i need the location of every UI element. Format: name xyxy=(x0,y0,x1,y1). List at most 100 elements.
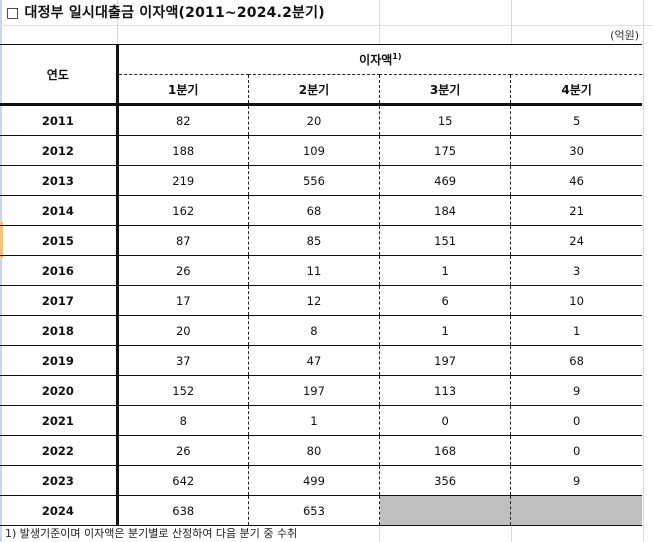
value-cell: 17 xyxy=(117,285,249,316)
table-row: 2018 20 8 1 1 xyxy=(0,315,642,346)
value-cell: 26 xyxy=(117,435,249,466)
year-cell: 2014 xyxy=(0,195,119,226)
year-cell: 2024 xyxy=(0,495,119,526)
value-cell: 5 xyxy=(510,104,642,136)
value-cell: 109 xyxy=(247,135,380,166)
value-cell: 1 xyxy=(379,255,511,286)
year-cell: 2019 xyxy=(0,345,119,376)
value-cell: 469 xyxy=(379,165,511,196)
quarter-header-1: 1분기 xyxy=(117,74,249,106)
value-cell: 197 xyxy=(379,345,511,376)
table-row: 2012 188 109 175 30 xyxy=(0,135,642,166)
empty-cell xyxy=(510,495,642,526)
value-cell: 15 xyxy=(379,104,511,136)
gridline xyxy=(117,0,118,44)
value-cell: 30 xyxy=(510,135,642,166)
footnote: 1) 발생기준이며 이자액은 분기별로 산정하여 다음 분기 중 수취 xyxy=(5,527,298,540)
empty-cell xyxy=(379,495,511,526)
gridline xyxy=(643,0,644,542)
value-cell: 642 xyxy=(117,465,249,496)
table-row: 2013 219 556 469 46 xyxy=(0,165,642,196)
table-row: 2023 642 499 356 9 xyxy=(0,465,642,496)
year-cell: 2012 xyxy=(0,135,119,166)
value-cell: 80 xyxy=(247,435,380,466)
value-cell: 82 xyxy=(175,113,191,128)
value-cell: 46 xyxy=(510,165,642,196)
value-cell: 653 xyxy=(247,495,380,526)
value-cell: 21 xyxy=(510,195,642,226)
value-cell: 20 xyxy=(247,104,380,136)
year-cell: 2023 xyxy=(0,465,119,496)
table-row: 2020 152 197 113 9 xyxy=(0,375,642,406)
table-row: 2019 37 47 197 68 xyxy=(0,345,642,376)
interest-table: 연도 이자액1) 1분기 2분기 3분기 4분기 2011 82 20 15 5 201… xyxy=(0,44,642,526)
value-cell: 68 xyxy=(510,345,642,376)
value-cell: 162 xyxy=(117,195,249,226)
gridline xyxy=(511,524,512,542)
value-cell: 47 xyxy=(247,345,380,376)
value-cell: 8 xyxy=(117,405,249,436)
value-cell: 1 xyxy=(510,315,642,346)
table-row: 2024 638 653 xyxy=(0,495,642,526)
table-row: 2015 87 85 151 24 xyxy=(0,225,642,256)
year-cell: 2020 xyxy=(0,375,119,406)
value-cell: 151 xyxy=(379,225,511,256)
value-cell: 12 xyxy=(247,285,380,316)
table-row: 2016 26 11 1 3 xyxy=(0,255,642,286)
value-cell: 556 xyxy=(247,165,380,196)
year-cell: 2017 xyxy=(0,285,119,316)
value-cell: 175 xyxy=(379,135,511,166)
value-cell: 68 xyxy=(247,195,380,226)
value-cell: 188 xyxy=(117,135,249,166)
year-cell: 2022 xyxy=(0,435,119,466)
table-row: 2021 8 1 0 0 xyxy=(0,405,642,436)
value-cell: 1 xyxy=(379,315,511,346)
year-cell: 2013 xyxy=(0,165,119,196)
year-cell: 2015 xyxy=(0,225,119,256)
page-title: □ 대정부 일시대출금 이자액(2011~2024.2분기) xyxy=(6,5,325,21)
value-cell: 9 xyxy=(510,465,642,496)
value-cell: 197 xyxy=(247,375,380,406)
value-cell: 1 xyxy=(247,405,380,436)
value-cell: 20 xyxy=(117,315,249,346)
value-cell: 0 xyxy=(379,405,511,436)
value-cell: 152 xyxy=(117,375,249,406)
value-cell: 0 xyxy=(510,405,642,436)
value-cell: 26 xyxy=(117,255,249,286)
footnote-mark: 1) xyxy=(392,52,402,61)
table-row: 2014 162 68 184 21 xyxy=(0,195,642,226)
year-cell: 2018 xyxy=(0,315,119,346)
gridline xyxy=(511,0,512,44)
value-cell: 24 xyxy=(510,225,642,256)
value-cell: 87 xyxy=(117,225,249,256)
value-cell: 219 xyxy=(117,165,249,196)
value-cell: 85 xyxy=(247,225,380,256)
value-cell: 356 xyxy=(379,465,511,496)
table-row: 2011 82 20 15 5 xyxy=(0,104,642,136)
value-cell: 11 xyxy=(247,255,380,286)
value-cell: 8 xyxy=(247,315,380,346)
gridline xyxy=(0,25,653,26)
value-cell: 3 xyxy=(510,255,642,286)
unit-label: (억원) xyxy=(610,29,639,42)
gridline xyxy=(379,0,380,44)
year-cell: 2021 xyxy=(0,405,119,436)
value-cell: 37 xyxy=(117,345,249,376)
quarter-header-2: 2분기 xyxy=(247,74,380,106)
value-cell: 638 xyxy=(117,495,249,526)
quarter-header-3: 3분기 xyxy=(379,74,511,106)
year-cell: 2011 xyxy=(0,104,119,136)
amount-header-label: 이자액 xyxy=(359,53,393,67)
year-cell: 2016 xyxy=(0,255,119,286)
value-cell: 6 xyxy=(379,285,511,316)
table-row: 2022 26 80 168 0 xyxy=(0,435,642,466)
value-cell: 10 xyxy=(510,285,642,316)
gridline xyxy=(379,524,380,542)
year-header: 연도 xyxy=(0,44,119,106)
value-cell: 184 xyxy=(379,195,511,226)
value-cell: 9 xyxy=(510,375,642,406)
value-cell: 168 xyxy=(379,435,511,466)
value-cell: 499 xyxy=(247,465,380,496)
value-cell: 0 xyxy=(510,435,642,466)
table-row: 2017 17 12 6 10 xyxy=(0,285,642,316)
